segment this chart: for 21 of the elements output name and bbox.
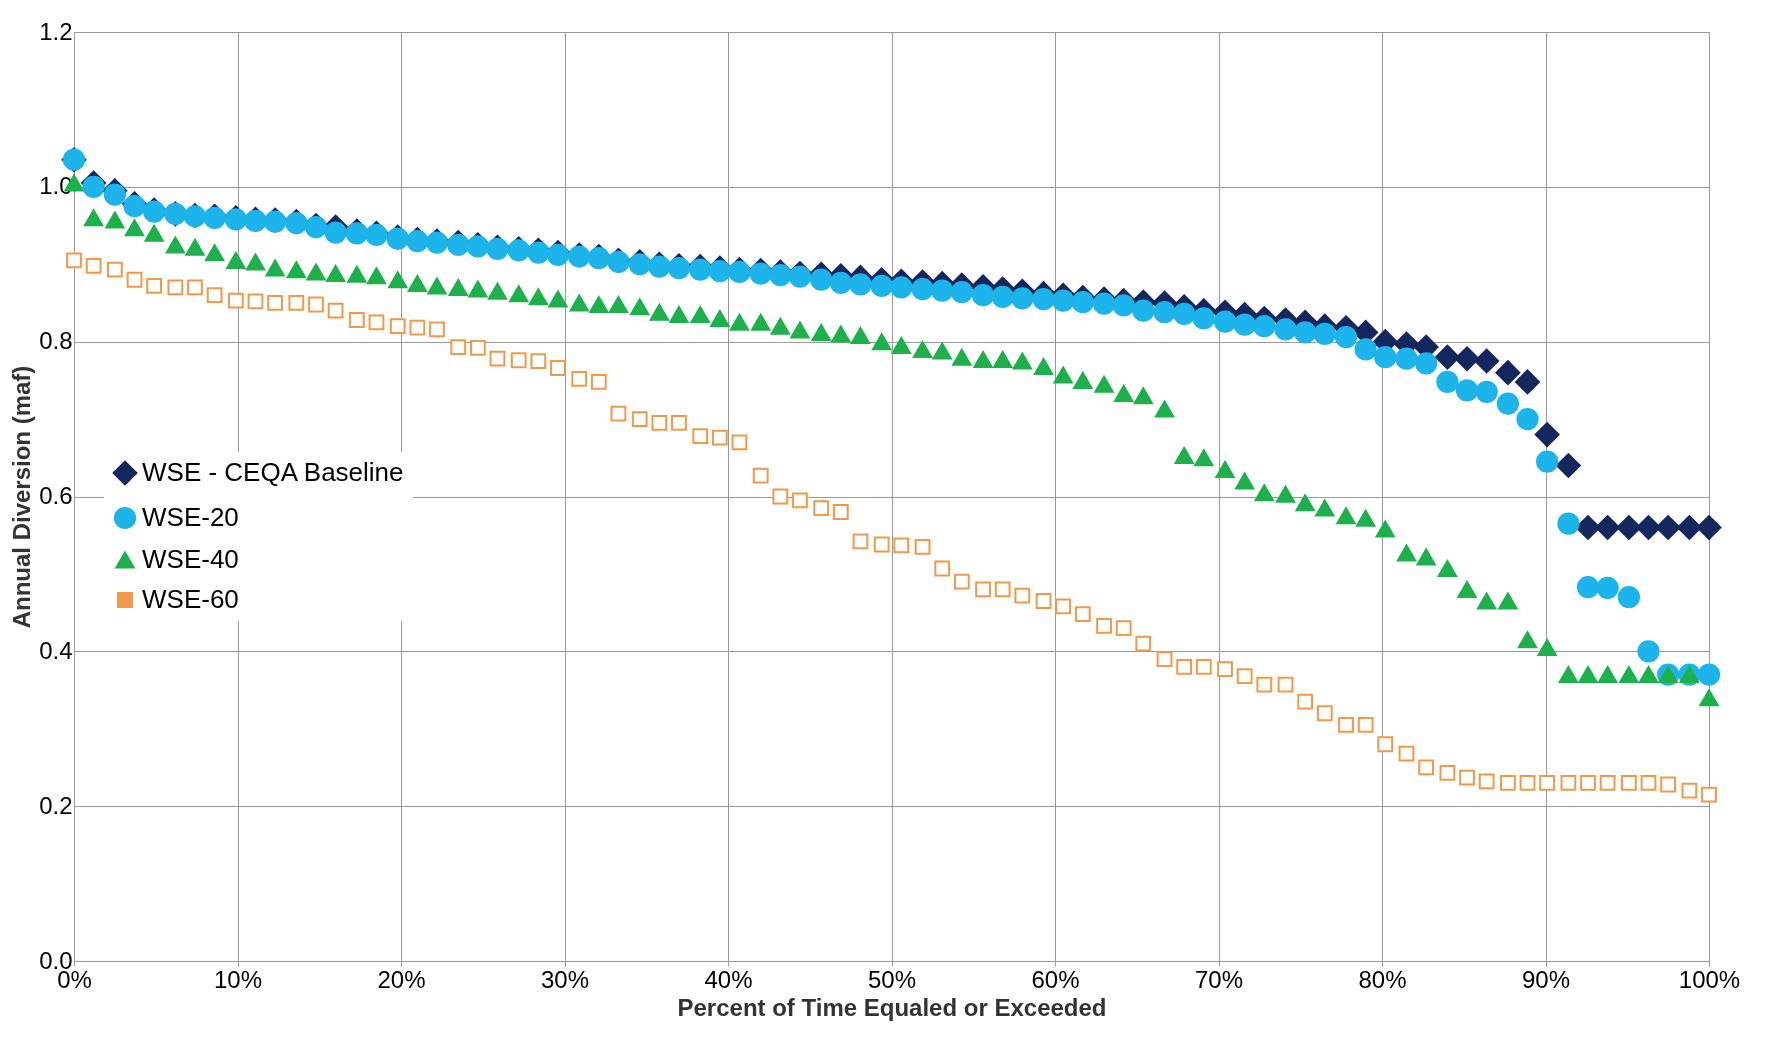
y-axis-title: Annual Diversion (maf) [8,365,36,629]
y-tick-label: 0.2 [39,791,73,819]
x-tick-label: 10% [213,965,263,993]
x-tick-label: 80% [1358,965,1407,993]
x-tick-label: 100% [1678,965,1741,993]
y-tick-label: 0.8 [39,327,73,355]
y-tick-label: 0.6 [39,482,73,509]
x-tick-label: 50% [867,965,917,993]
x-tick-label: 60% [1031,965,1080,993]
legend-label: WSE-60 [142,584,239,614]
y-tick-label: 1.2 [39,17,73,45]
legend-label: WSE-20 [142,502,239,532]
y-tick-label: 0.4 [39,636,73,664]
x-tick-label: 30% [540,965,590,993]
x-tick-label: 90% [1521,965,1571,993]
x-tick-label: 20% [377,965,426,993]
x-tick-label: 70% [1194,965,1244,993]
legend-label: WSE - CEQA Baseline [142,457,404,487]
legend-label: WSE-40 [142,544,239,574]
x-axis-title: Percent of Time Equaled or Exceeded [677,993,1107,1021]
x-tick-label: 40% [704,965,753,993]
